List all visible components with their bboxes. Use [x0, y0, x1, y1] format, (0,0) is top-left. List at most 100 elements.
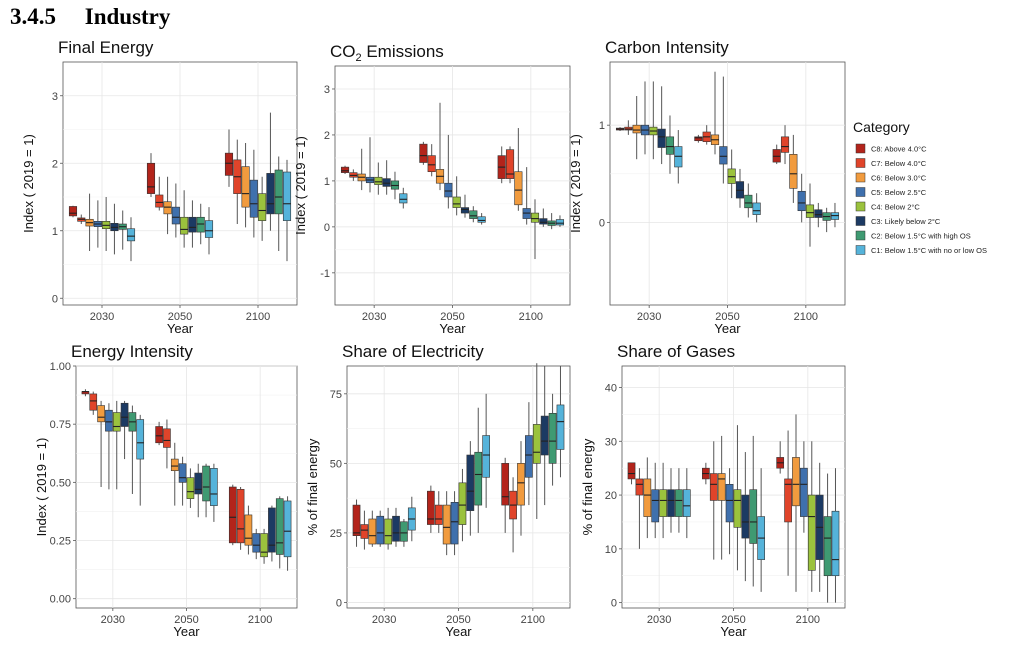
box-2050-4: [178, 456, 187, 506]
box-2100-1: [776, 441, 785, 474]
box-body: [482, 435, 490, 478]
box-body: [210, 468, 218, 506]
legend-label: C4: Below 2°C: [871, 203, 920, 212]
box-body: [136, 419, 145, 460]
box-2050-4: [725, 468, 734, 555]
box-2100-4: [252, 528, 261, 560]
box-body: [530, 212, 540, 223]
box-body: [427, 155, 436, 173]
legend-item: C6: Below 3.0°C: [855, 172, 927, 183]
box-2100-7: [823, 473, 832, 603]
box-2050-3: [163, 176, 172, 235]
box-2100-8: [282, 159, 292, 262]
box-2030-8: [682, 468, 691, 539]
box-2100-4: [797, 173, 806, 223]
box-2030-5: [102, 197, 111, 251]
box-2100-1: [497, 146, 506, 184]
box-body: [797, 190, 806, 212]
box-2050-5: [733, 425, 742, 571]
box-2050-8: [477, 213, 486, 225]
y-tick-label: 75: [330, 389, 342, 401]
x-tick-label: 2100: [519, 311, 543, 323]
legend-item: C2: Below 1.5°C with high OS: [855, 230, 971, 241]
box-body: [505, 149, 515, 179]
y-tick-label: 1: [52, 226, 58, 238]
box-body: [694, 136, 703, 142]
box-2050-7: [749, 435, 758, 587]
box-2050-4: [450, 491, 459, 556]
box-2050-7: [202, 463, 210, 518]
box-body: [789, 154, 798, 189]
box-2030-7: [390, 171, 400, 200]
chart-panel-5: 0 25 50 75 2030 2050 2100 Year % of final energy…: [305, 342, 571, 639]
legend-swatch: [855, 158, 866, 168]
x-axis-label: Year: [173, 624, 200, 639]
box-body: [632, 124, 641, 134]
box-2050-6: [741, 452, 750, 582]
box-body: [540, 415, 549, 456]
box-body: [532, 424, 541, 464]
x-tick-label: 2050: [174, 614, 198, 626]
box-2100-7: [275, 496, 284, 569]
box-body: [517, 463, 525, 506]
box-2050-4: [719, 76, 728, 184]
box-body: [719, 146, 728, 165]
box-2030-2: [635, 468, 644, 549]
box-body: [275, 498, 284, 555]
box-body: [749, 489, 758, 544]
box-body: [283, 500, 292, 558]
legend-swatch: [855, 187, 866, 197]
legend-label: C2: Below 1.5°C with high OS: [871, 232, 971, 241]
y-axis-label: Index ( 2019 = 1): [293, 136, 308, 235]
legend-label: C3: Likely below 2°C: [871, 217, 941, 226]
box-2030-7: [400, 518, 408, 547]
box-2050-8: [482, 393, 490, 508]
box-2100-2: [505, 146, 515, 184]
box-2100-7: [822, 207, 831, 233]
box-body: [434, 504, 443, 525]
box-2030-5: [659, 462, 667, 539]
box-body: [477, 216, 486, 223]
y-tick-label: 0: [52, 293, 58, 305]
x-axis-label: Year: [445, 624, 472, 639]
box-body: [89, 393, 98, 411]
x-tick-label: 2030: [101, 614, 125, 626]
box-body: [368, 518, 377, 545]
x-tick-label: 2050: [721, 614, 745, 626]
x-tick-label: 2100: [794, 311, 818, 323]
box-body: [548, 412, 557, 464]
x-axis-label: Year: [714, 321, 741, 336]
legend-swatch: [855, 172, 866, 183]
box-body: [805, 204, 815, 218]
box-2030-5: [112, 400, 121, 490]
legend-item: C8: Above 4.0°C: [855, 143, 927, 154]
box-body: [717, 473, 726, 501]
box-2050-6: [188, 200, 197, 248]
box-body: [274, 169, 283, 215]
box-2050-2: [163, 419, 171, 469]
box-body: [657, 128, 666, 148]
box-body: [784, 478, 792, 523]
box-body: [376, 515, 385, 545]
box-2030-8: [126, 217, 136, 262]
box-2030-6: [392, 507, 400, 547]
box-body: [651, 489, 660, 523]
legend-label: C8: Above 4.0°C: [871, 145, 927, 154]
x-tick-label: 2100: [246, 311, 270, 323]
box-2050-2: [427, 144, 436, 177]
box-body: [268, 507, 276, 553]
box-2030-1: [340, 165, 350, 175]
box-body: [258, 193, 267, 221]
box-body: [178, 463, 187, 483]
box-2030-5: [649, 81, 658, 160]
y-axis-label: Index ( 2019 = 1): [568, 134, 583, 233]
y-tick-label: 10: [605, 544, 617, 556]
box-body: [112, 412, 121, 432]
box-2030-2: [624, 120, 633, 135]
y-tick-label: 1: [599, 120, 605, 132]
x-axis-label: Year: [167, 321, 194, 336]
box-body: [188, 216, 197, 233]
box-2050-1: [702, 462, 710, 485]
